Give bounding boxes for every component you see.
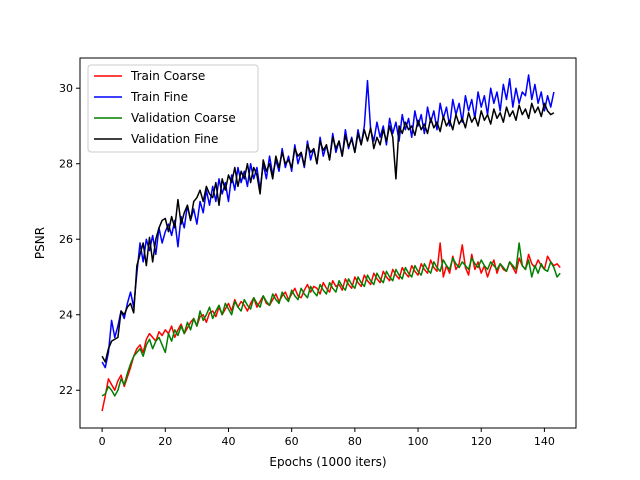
x-tick-label: 120 xyxy=(471,435,492,448)
y-tick-label: 26 xyxy=(59,233,73,246)
x-axis-label: Epochs (1000 iters) xyxy=(269,455,386,469)
x-tick-label: 40 xyxy=(221,435,235,448)
axes-frame xyxy=(79,57,577,429)
x-tick-label: 80 xyxy=(348,435,362,448)
legend-label-validation-fine: Validation Fine xyxy=(131,132,218,146)
y-axis-ticks: 22 24 26 28 30 xyxy=(59,82,80,397)
series-line-validation-fine xyxy=(101,102,555,363)
x-tick-label: 100 xyxy=(408,435,429,448)
x-tick-label: 60 xyxy=(285,435,299,448)
x-tick-label: 140 xyxy=(534,435,555,448)
legend-label-validation-coarse: Validation Coarse xyxy=(131,111,236,125)
x-axis-ticks: 0 20 40 60 80 100 120 140 xyxy=(99,428,555,448)
x-tick-label: 20 xyxy=(158,435,172,448)
legend-label-train-coarse: Train Coarse xyxy=(130,69,205,83)
y-tick-label: 24 xyxy=(59,309,73,322)
plot-lines xyxy=(101,74,561,412)
legend: Train Coarse Train Fine Validation Coarse V… xyxy=(87,64,259,153)
legend-label-train-fine: Train Fine xyxy=(130,90,188,104)
y-tick-label: 22 xyxy=(59,384,73,397)
y-tick-label: 30 xyxy=(59,82,73,95)
series-line-validation-coarse xyxy=(101,242,561,397)
y-tick-label: 28 xyxy=(59,158,73,171)
legend-box xyxy=(87,64,259,153)
x-tick-label: 0 xyxy=(99,435,106,448)
y-axis-label: PSNR xyxy=(33,227,47,259)
